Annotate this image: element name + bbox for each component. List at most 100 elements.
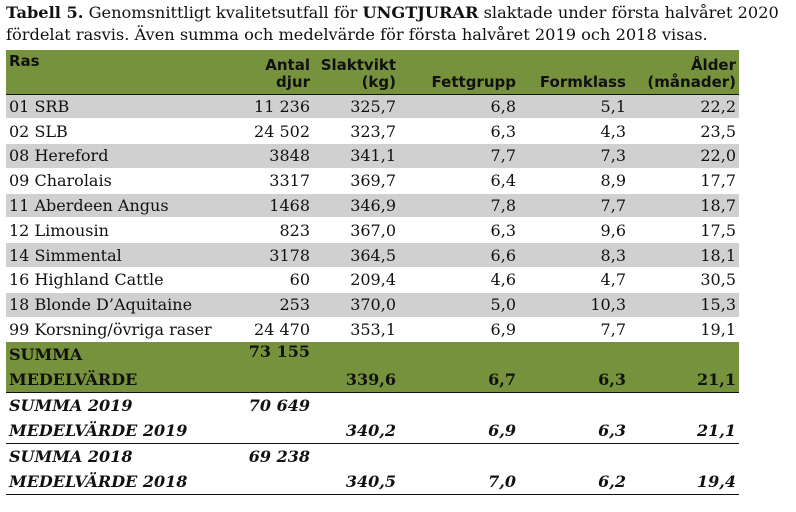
cell-fettgrupp: 5,0 <box>399 292 519 318</box>
cell-alder: 22,2 <box>629 94 739 120</box>
cell-ras: 16 Highland Cattle <box>6 267 239 293</box>
cell-antal: 3178 <box>239 242 313 269</box>
header-alder-line1: Ålder <box>690 55 736 74</box>
header-antal-line2: djur <box>276 72 310 91</box>
cell-antal: 3317 <box>239 168 313 194</box>
summa-2019-value: 70 649 <box>248 396 310 416</box>
table-row: 11 Aberdeen Angus 1468 346,9 7,8 7,7 18,7 <box>6 193 739 219</box>
header-formklass: Formklass <box>519 50 629 95</box>
cell-fettgrupp: 4,6 <box>399 267 519 293</box>
caption-text-a: Genomsnittligt kvalitetsutfall för <box>83 3 363 22</box>
medelvarde-2020-row: MEDELVÄRDE 339,6 6,7 6,3 21,1 <box>6 367 739 394</box>
table-caption: Tabell 5. Genomsnittligt kvalitetsutfall… <box>6 2 792 46</box>
cell-antal: 823 <box>239 217 313 244</box>
breed-rows: 01 SRB 11 236 325,7 6,8 5,1 22,2 02 SLB 24 502… <box>6 94 739 343</box>
table-row: 09 Charolais 3317 369,7 6,4 8,9 17,7 <box>6 168 739 194</box>
summa-2020-value: 73 155 <box>239 341 313 368</box>
summary-2018: SUMMA 2018 69 238 MEDELVÄRDE 2018 340,5 … <box>6 444 739 496</box>
cell-formklass: 7,7 <box>519 317 629 343</box>
cell-formklass: 4,3 <box>519 118 629 145</box>
table-row: 18 Blonde D’Aquitaine 253 370,0 5,0 10,3 15,3 <box>6 292 739 318</box>
cell-fettgrupp: 7,7 <box>399 143 519 169</box>
medelvarde-2020-slaktvikt: 339,6 <box>313 367 399 394</box>
cell-fettgrupp: 6,6 <box>399 242 519 269</box>
header-antal-line1: Antal <box>265 55 310 74</box>
cell-formklass: 4,7 <box>519 267 629 293</box>
cell-fettgrupp: 6,3 <box>399 118 519 145</box>
cell-ras: 99 Korsning/övriga raser <box>6 317 239 343</box>
cell-alder: 19,1 <box>629 317 739 343</box>
cell-ras: 12 Limousin <box>6 217 239 244</box>
cell-formklass: 10,3 <box>519 292 629 318</box>
medelvarde-2018-formklass: 6,2 <box>519 469 629 496</box>
medelvarde-2019-fettgrupp: 6,9 <box>399 418 519 445</box>
header-row: Ras Antal djur Slaktvikt (kg) Fettgrupp Fo… <box>6 50 739 95</box>
header-antal: Antal djur <box>239 50 313 95</box>
cell-fettgrupp: 6,4 <box>399 168 519 194</box>
cell-alder: 17,5 <box>629 217 739 244</box>
header-ras: Ras <box>6 50 239 95</box>
cell-ras: 08 Hereford <box>6 143 239 169</box>
summa-2020-row: SUMMA 73 155 <box>6 341 739 368</box>
cell-alder: 22,0 <box>629 143 739 169</box>
cell-slaktvikt: 341,1 <box>313 143 399 169</box>
header-alder-line2: (månader) <box>647 72 736 91</box>
header-fettgrupp: Fettgrupp <box>399 50 519 95</box>
summary-2019: SUMMA 2019 70 649 MEDELVÄRDE 2019 340,2 … <box>6 393 739 445</box>
cell-fettgrupp: 7,8 <box>399 193 519 219</box>
caption-bold-word: UNGTJURAR <box>362 3 479 22</box>
cell-formklass: 5,1 <box>519 94 629 120</box>
cell-ras: 18 Blonde D’Aquitaine <box>6 292 239 318</box>
cell-formklass: 9,6 <box>519 217 629 244</box>
medelvarde-2019-alder: 21,1 <box>629 418 739 445</box>
cell-ras: 01 SRB <box>6 94 239 120</box>
cell-formklass: 8,9 <box>519 168 629 194</box>
table-row: 01 SRB 11 236 325,7 6,8 5,1 22,2 <box>6 94 739 120</box>
medelvarde-2020-alder: 21,1 <box>629 367 739 394</box>
caption-label: Tabell 5. <box>6 3 84 22</box>
medelvarde-2020-fettgrupp: 6,7 <box>399 367 519 394</box>
cell-antal: 1468 <box>239 193 313 219</box>
medelvarde-2018-row: MEDELVÄRDE 2018 340,5 7,0 6,2 19,4 <box>6 469 739 496</box>
cell-alder: 18,1 <box>629 242 739 269</box>
summa-2018-label: SUMMA 2018 <box>9 447 133 467</box>
cell-antal: 24 502 <box>239 118 313 145</box>
header-slaktvikt-line1: Slaktvikt <box>320 55 396 74</box>
medelvarde-2020-label: MEDELVÄRDE <box>6 367 239 394</box>
cell-formklass: 8,3 <box>519 242 629 269</box>
cell-fettgrupp: 6,3 <box>399 217 519 244</box>
summa-2020-label: SUMMA <box>6 341 239 368</box>
medelvarde-2018-fettgrupp: 7,0 <box>399 469 519 496</box>
cell-fettgrupp: 6,8 <box>399 94 519 120</box>
medelvarde-2020-formklass: 6,3 <box>519 367 629 394</box>
table-row: 02 SLB 24 502 323,7 6,3 4,3 23,5 <box>6 118 739 145</box>
summary-2020: SUMMA 73 155 MEDELVÄRDE 339,6 6,7 6,3 21… <box>6 341 739 394</box>
medelvarde-2018-alder: 19,4 <box>629 469 739 496</box>
cell-slaktvikt: 364,5 <box>313 242 399 269</box>
summa-2019-label: SUMMA 2019 <box>9 396 133 416</box>
medelvarde-2019-slaktvikt: 340,2 <box>313 418 399 445</box>
cell-slaktvikt: 323,7 <box>313 118 399 145</box>
cell-slaktvikt: 367,0 <box>313 217 399 244</box>
cell-ras: 11 Aberdeen Angus <box>6 193 239 219</box>
caption-line-1: Tabell 5. Genomsnittligt kvalitetsutfall… <box>6 2 792 24</box>
cell-slaktvikt: 325,7 <box>313 94 399 120</box>
cell-alder: 30,5 <box>629 267 739 293</box>
table-row: 99 Korsning/övriga raser 24 470 353,1 6,9 7,… <box>6 317 739 343</box>
cell-slaktvikt: 370,0 <box>313 292 399 318</box>
caption-text-b: slaktade under första halvåret 2020 <box>478 3 779 22</box>
cell-alder: 23,5 <box>629 118 739 145</box>
table-row: 08 Hereford 3848 341,1 7,7 7,3 22,0 <box>6 143 739 169</box>
cell-alder: 18,7 <box>629 193 739 219</box>
breed-quality-table: Ras Antal djur Slaktvikt (kg) Fettgrupp Fo… <box>6 50 739 496</box>
medelvarde-2018-slaktvikt: 340,5 <box>313 469 399 496</box>
summa-2018-row: SUMMA 2018 69 238 <box>6 444 739 470</box>
cell-antal: 253 <box>239 292 313 318</box>
header-slaktvikt: Slaktvikt (kg) <box>313 50 399 95</box>
cell-alder: 17,7 <box>629 168 739 194</box>
medelvarde-2018-label: MEDELVÄRDE 2018 <box>6 469 239 496</box>
cell-alder: 15,3 <box>629 292 739 318</box>
summa-2019-row: SUMMA 2019 70 649 <box>6 393 739 419</box>
cell-antal: 60 <box>239 267 313 293</box>
cell-ras: 09 Charolais <box>6 168 239 194</box>
